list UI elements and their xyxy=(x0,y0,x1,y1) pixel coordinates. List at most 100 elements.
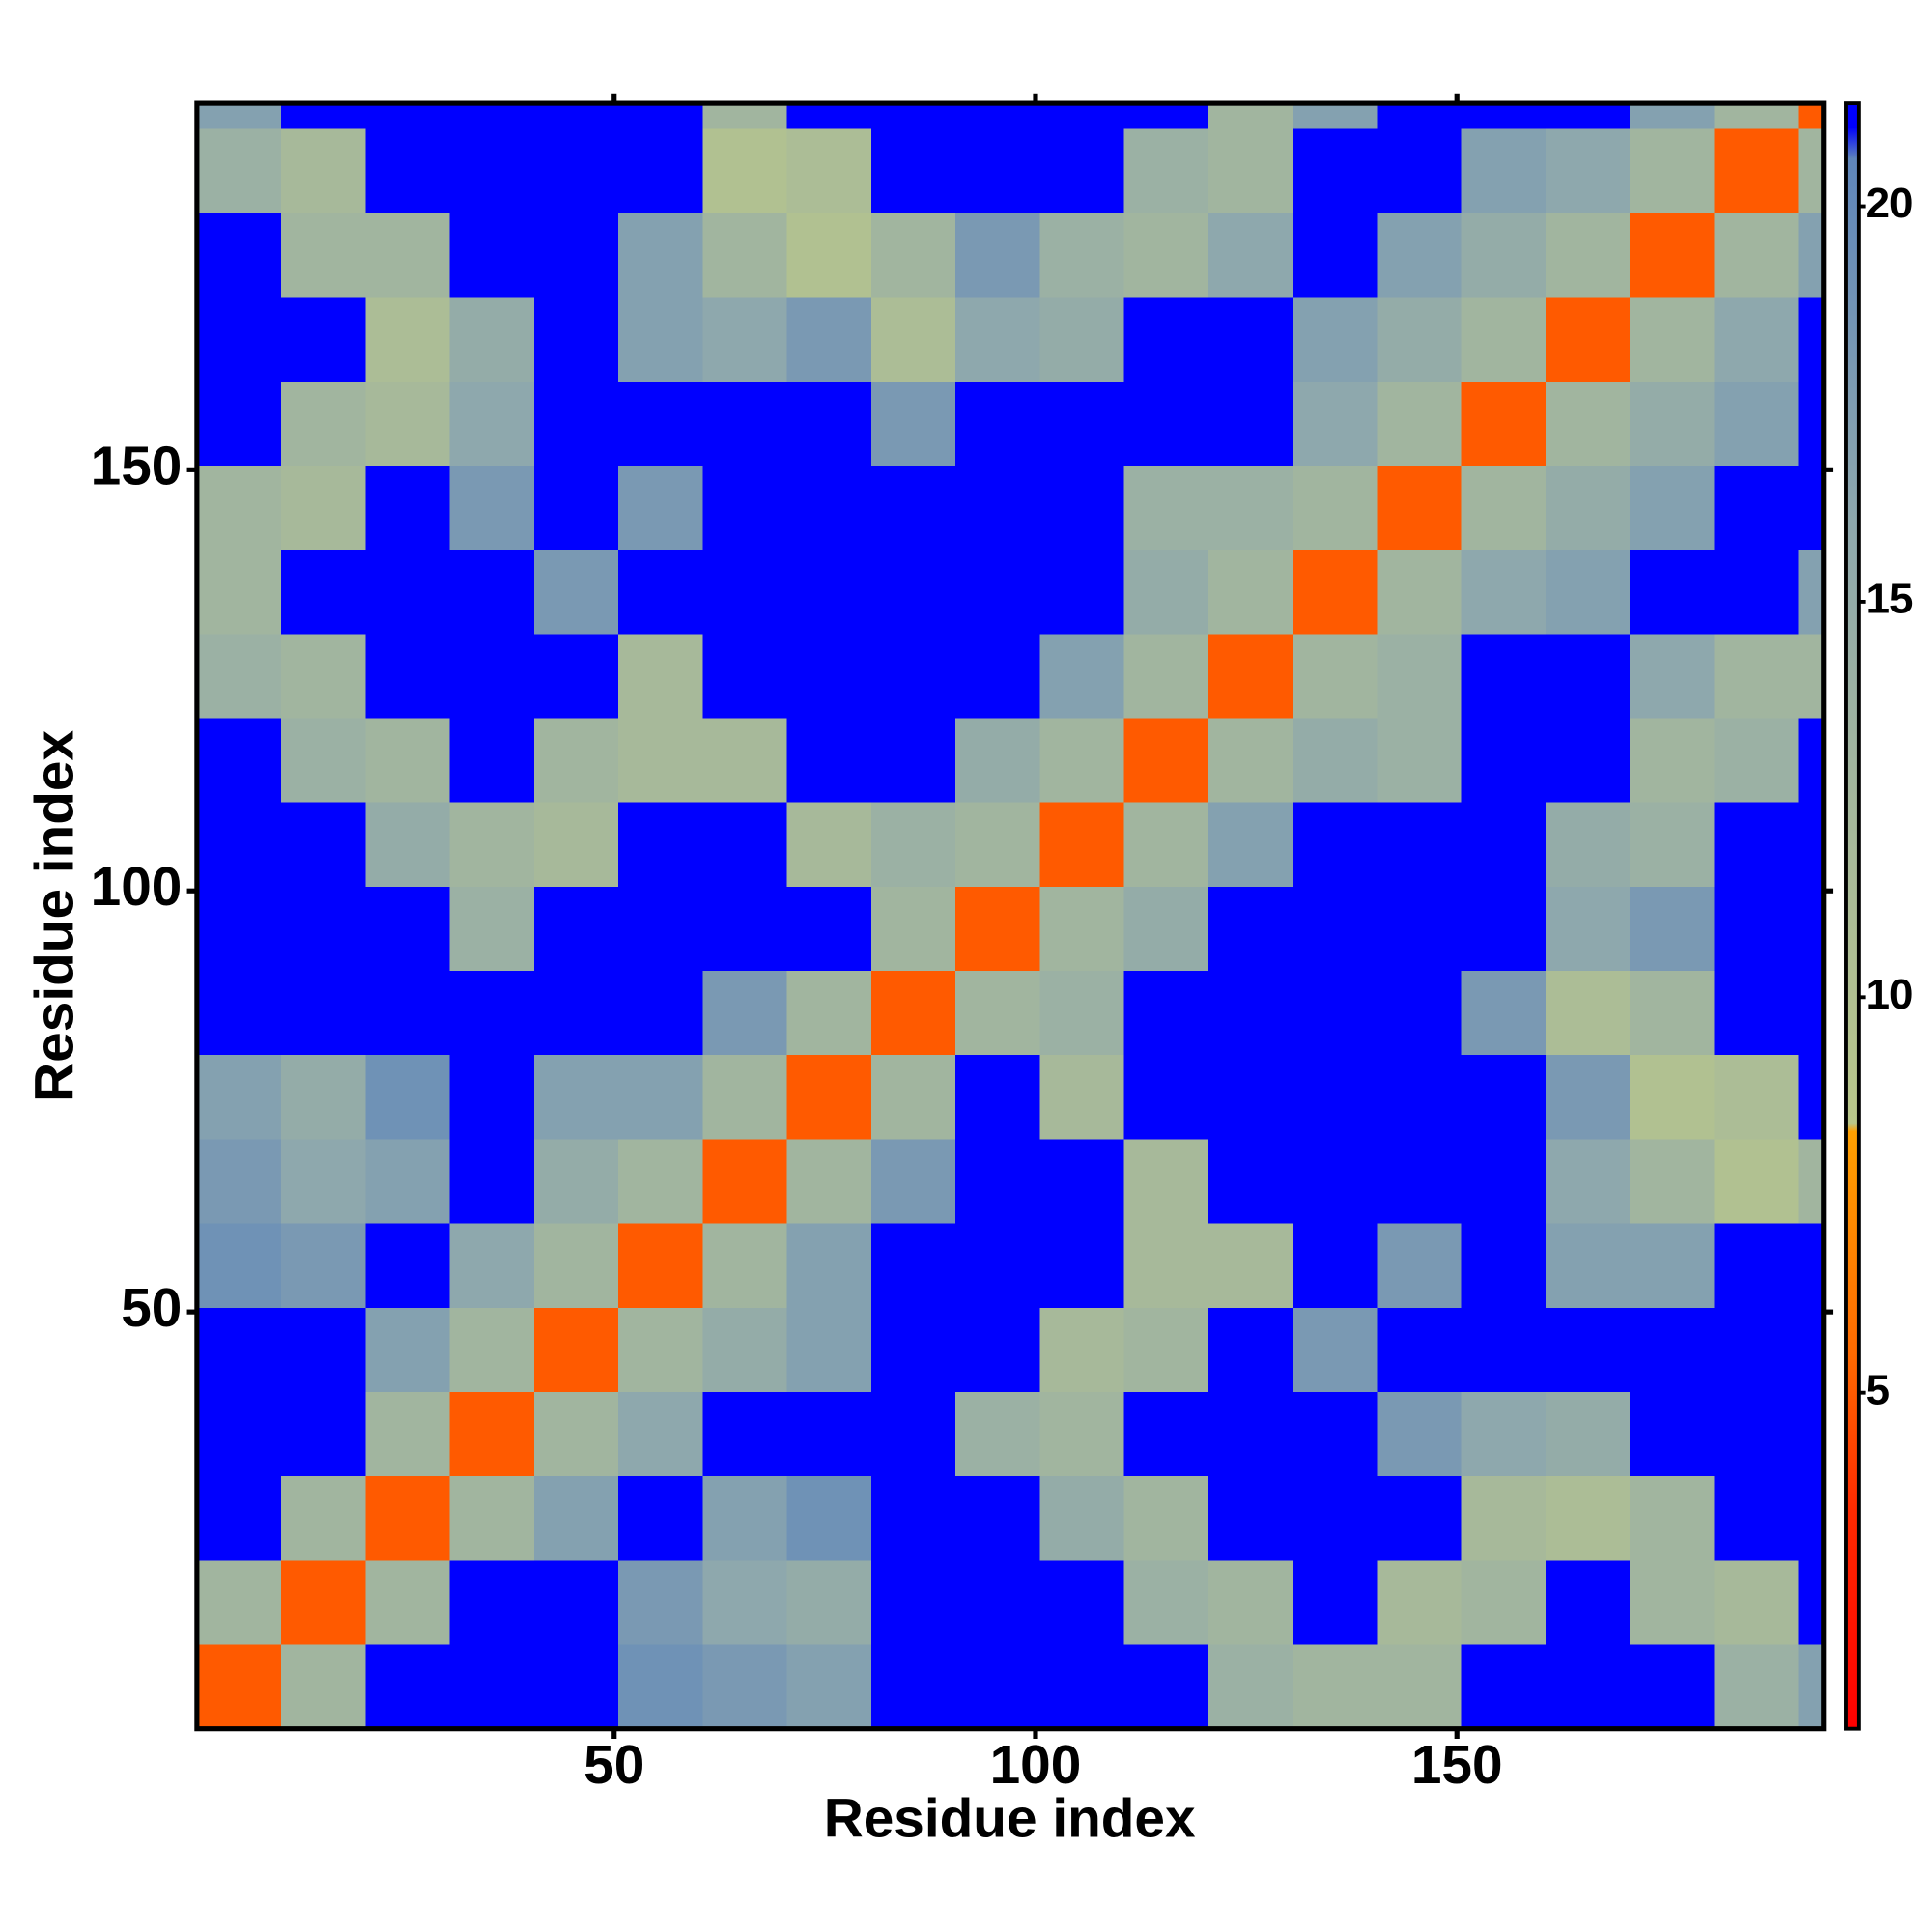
heatmap-cell xyxy=(1123,634,1208,719)
heatmap-cell xyxy=(1123,1476,1208,1561)
heatmap-cell xyxy=(1039,103,1124,129)
heatmap-cell xyxy=(786,213,871,298)
heatmap-cell xyxy=(1123,465,1208,551)
heatmap-cell xyxy=(1123,128,1208,213)
heatmap-cell xyxy=(618,103,703,129)
heatmap-cell xyxy=(870,128,956,213)
heatmap-cell xyxy=(955,550,1040,635)
heatmap-cell xyxy=(365,634,450,719)
heatmap-cell xyxy=(196,213,282,298)
heatmap-cell xyxy=(1208,971,1293,1056)
heatmap-cell xyxy=(1714,971,1799,1056)
heatmap-cell xyxy=(786,1055,871,1140)
heatmap-cell xyxy=(618,550,703,635)
heatmap-cell xyxy=(1208,465,1293,551)
heatmap-cell xyxy=(618,802,703,887)
heatmap-cell xyxy=(786,718,871,803)
heatmap-cell xyxy=(1123,1223,1208,1308)
heatmap-cell xyxy=(1208,718,1293,803)
heatmap-cell xyxy=(281,1476,366,1561)
heatmap-cell xyxy=(618,1139,703,1224)
heatmap-cell xyxy=(533,1223,619,1308)
heatmap-cell xyxy=(955,1476,1040,1561)
heatmap-cell xyxy=(281,1139,366,1224)
heatmap-cell xyxy=(1545,1644,1631,1729)
heatmap-cell xyxy=(786,128,871,213)
colorbar xyxy=(1844,101,1861,1731)
heatmap-cell xyxy=(1208,634,1293,719)
heatmap-cell xyxy=(1714,802,1799,887)
heatmap-cell xyxy=(1293,1307,1378,1392)
heatmap-cell xyxy=(1039,1139,1124,1224)
heatmap-cell xyxy=(533,297,619,382)
heatmap-cell xyxy=(1630,971,1715,1056)
heatmap-cell xyxy=(1630,381,1715,466)
heatmap-cell xyxy=(870,1560,956,1645)
heatmap-cell xyxy=(1630,103,1715,129)
heatmap-cell xyxy=(196,1644,282,1729)
heatmap-cell xyxy=(870,213,956,298)
heatmap-cell xyxy=(281,550,366,635)
heatmap-cell xyxy=(1545,1307,1631,1392)
heatmap-cell xyxy=(533,381,619,466)
heatmap-cell xyxy=(1714,1223,1799,1308)
heatmap-cell xyxy=(449,1560,534,1645)
heatmap-cell xyxy=(1545,1391,1631,1477)
heatmap-cell xyxy=(702,718,787,803)
heatmap-cell xyxy=(870,550,956,635)
heatmap-cell xyxy=(1714,465,1799,551)
colorbar-tick-label: 15 xyxy=(1866,576,1914,623)
heatmap-cell xyxy=(1461,1391,1546,1477)
heatmap-cell xyxy=(1714,297,1799,382)
heatmap-cell xyxy=(1461,128,1546,213)
heatmap-cell xyxy=(196,550,282,635)
heatmap-cell xyxy=(449,103,534,129)
heatmap-cell xyxy=(365,971,450,1056)
plot-frame xyxy=(194,100,1827,1732)
heatmap-cell xyxy=(1039,1560,1124,1645)
y-tick-label: 50 xyxy=(121,1278,182,1339)
heatmap-cell xyxy=(1545,802,1631,887)
heatmap-cell xyxy=(870,886,956,972)
heatmap-cell xyxy=(449,718,534,803)
heatmap-cell xyxy=(955,381,1040,466)
heatmap-cell xyxy=(1293,128,1378,213)
heatmap-cell xyxy=(449,128,534,213)
heatmap-cell xyxy=(1630,465,1715,551)
heatmap-cell xyxy=(196,718,282,803)
heatmap-cell xyxy=(1798,213,1824,298)
heatmap-cell xyxy=(1630,718,1715,803)
heatmap-cell xyxy=(1630,1391,1715,1477)
heatmap-cell xyxy=(1293,1055,1378,1140)
heatmap-cell xyxy=(786,381,871,466)
heatmap-cell xyxy=(1039,1055,1124,1140)
heatmap-cell xyxy=(1545,971,1631,1056)
heatmap-cell xyxy=(1461,465,1546,551)
heatmap-cell xyxy=(1714,1476,1799,1561)
heatmap-cell xyxy=(281,1644,366,1729)
heatmap-cell xyxy=(1039,802,1124,887)
heatmap-cell xyxy=(1798,297,1824,382)
heatmap-cell xyxy=(955,1560,1040,1645)
colorbar-tick-label: 20 xyxy=(1866,180,1914,227)
heatmap-cell xyxy=(1377,297,1462,382)
heatmap-cell xyxy=(1798,1391,1824,1477)
heatmap-cell xyxy=(1123,1307,1208,1392)
heatmap-cell xyxy=(1545,213,1631,298)
heatmap-cell xyxy=(1208,381,1293,466)
heatmap-cell xyxy=(1461,718,1546,803)
heatmap-cell xyxy=(1377,128,1462,213)
heatmap-cell xyxy=(281,1391,366,1477)
heatmap-cell xyxy=(1377,802,1462,887)
heatmap-cell xyxy=(533,886,619,972)
heatmap-cell xyxy=(365,802,450,887)
heatmap-cell xyxy=(1039,634,1124,719)
heatmap-cell xyxy=(449,381,534,466)
heatmap-cell xyxy=(1208,1307,1293,1392)
heatmap-cell xyxy=(702,971,787,1056)
heatmap-cell xyxy=(1039,297,1124,382)
heatmap-cell xyxy=(1545,465,1631,551)
heatmap-cell xyxy=(1377,1223,1462,1308)
heatmap-cell xyxy=(449,213,534,298)
heatmap-cell xyxy=(786,1644,871,1729)
